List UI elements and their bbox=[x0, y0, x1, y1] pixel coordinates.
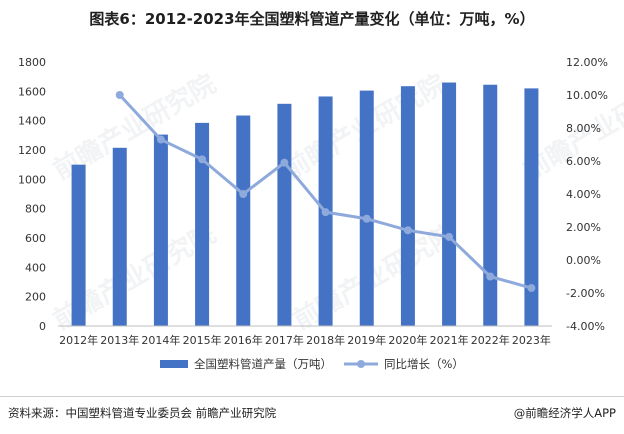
left-tick-label: 400 bbox=[25, 261, 46, 274]
bar bbox=[400, 86, 415, 326]
x-tick-label: 2016年 bbox=[224, 333, 263, 347]
left-tick-label: 800 bbox=[25, 203, 46, 216]
legend-bar-swatch bbox=[160, 360, 188, 368]
right-tick-label: 10.00% bbox=[566, 89, 608, 102]
brand-label: @前瞻经济学人APP bbox=[513, 406, 616, 420]
line-point bbox=[239, 190, 248, 198]
line-point bbox=[198, 155, 207, 164]
bar bbox=[277, 103, 292, 326]
line-point bbox=[156, 135, 165, 144]
x-axis: 2012年 2013年 2014年 2015年 2016年 2017年 2018年 2019年… bbox=[59, 333, 551, 347]
x-tick-label: 2023年 bbox=[512, 333, 551, 347]
line-point bbox=[115, 91, 124, 99]
bar bbox=[195, 122, 210, 326]
bar bbox=[359, 90, 374, 326]
left-tick-label: 200 bbox=[25, 291, 46, 304]
x-tick-label: 2020年 bbox=[388, 333, 427, 347]
left-tick-label: 1200 bbox=[18, 144, 46, 157]
source-note: 资料来源：中国塑料管道专业委员会 前瞻产业研究院 bbox=[8, 406, 277, 420]
line-point bbox=[362, 214, 371, 223]
line-point bbox=[486, 272, 495, 281]
right-tick-label: 6.00% bbox=[566, 155, 601, 168]
right-tick-label: -4.00% bbox=[566, 320, 605, 333]
combo-chart: 前瞻产业研究院前瞻产业研究院前瞻产业研究院前瞻产业研究院前瞻产业研究院 0200… bbox=[18, 56, 624, 371]
bar bbox=[483, 84, 498, 326]
right-tick-label: 2.00% bbox=[566, 221, 601, 234]
bar bbox=[236, 115, 251, 327]
right-tick-label: 8.00% bbox=[566, 122, 601, 135]
left-tick-label: 1600 bbox=[18, 85, 46, 98]
line-point bbox=[527, 284, 536, 293]
bar bbox=[153, 134, 168, 326]
bar bbox=[524, 88, 539, 327]
line-series bbox=[115, 91, 536, 293]
line-point bbox=[445, 232, 454, 241]
legend-line-label: 同比增长（%） bbox=[384, 357, 464, 371]
line-point bbox=[321, 208, 330, 217]
legend-bar-label: 全国塑料管道产量（万吨） bbox=[194, 357, 332, 371]
right-tick-label: -2.00% bbox=[566, 287, 605, 300]
bar bbox=[442, 82, 457, 327]
x-tick-label: 2015年 bbox=[183, 333, 222, 347]
left-axis: 0 200 400 600 800 1000 1200 1400 1600 1800 bbox=[18, 56, 46, 333]
line-point bbox=[280, 158, 289, 167]
right-tick-label: 4.00% bbox=[566, 188, 601, 201]
x-tick-label: 2012年 bbox=[59, 333, 98, 347]
x-tick-label: 2021年 bbox=[430, 333, 469, 347]
x-tick-label: 2013年 bbox=[100, 333, 139, 347]
left-tick-label: 1800 bbox=[18, 56, 46, 69]
right-tick-label: 0.00% bbox=[566, 254, 601, 267]
left-tick-label: 600 bbox=[25, 232, 46, 245]
line-point bbox=[403, 226, 412, 235]
x-tick-label: 2022年 bbox=[471, 333, 510, 347]
bar-series bbox=[58, 82, 552, 327]
legend-line-marker bbox=[357, 360, 365, 368]
x-tick-label: 2018年 bbox=[306, 333, 345, 347]
right-axis: -4.00% -2.00% 0.00% 2.00% 4.00% 6.00% 8.00% 10.… bbox=[566, 56, 608, 333]
right-tick-label: 12.00% bbox=[566, 56, 608, 69]
bar bbox=[112, 147, 127, 326]
bar bbox=[71, 164, 86, 326]
chart-title: 图表6：2012-2023年全国塑料管道产量变化（单位：万吨，%） bbox=[89, 10, 535, 28]
left-tick-label: 1400 bbox=[18, 115, 46, 128]
left-tick-label: 0 bbox=[39, 320, 46, 333]
left-tick-label: 1000 bbox=[18, 173, 46, 186]
legend: 全国塑料管道产量（万吨） 同比增长（%） bbox=[160, 357, 464, 371]
x-tick-label: 2014年 bbox=[141, 333, 180, 347]
footer: 资料来源：中国塑料管道专业委员会 前瞻产业研究院 @前瞻经济学人APP bbox=[0, 396, 624, 427]
x-tick-label: 2017年 bbox=[265, 333, 304, 347]
x-tick-label: 2019年 bbox=[347, 333, 386, 347]
